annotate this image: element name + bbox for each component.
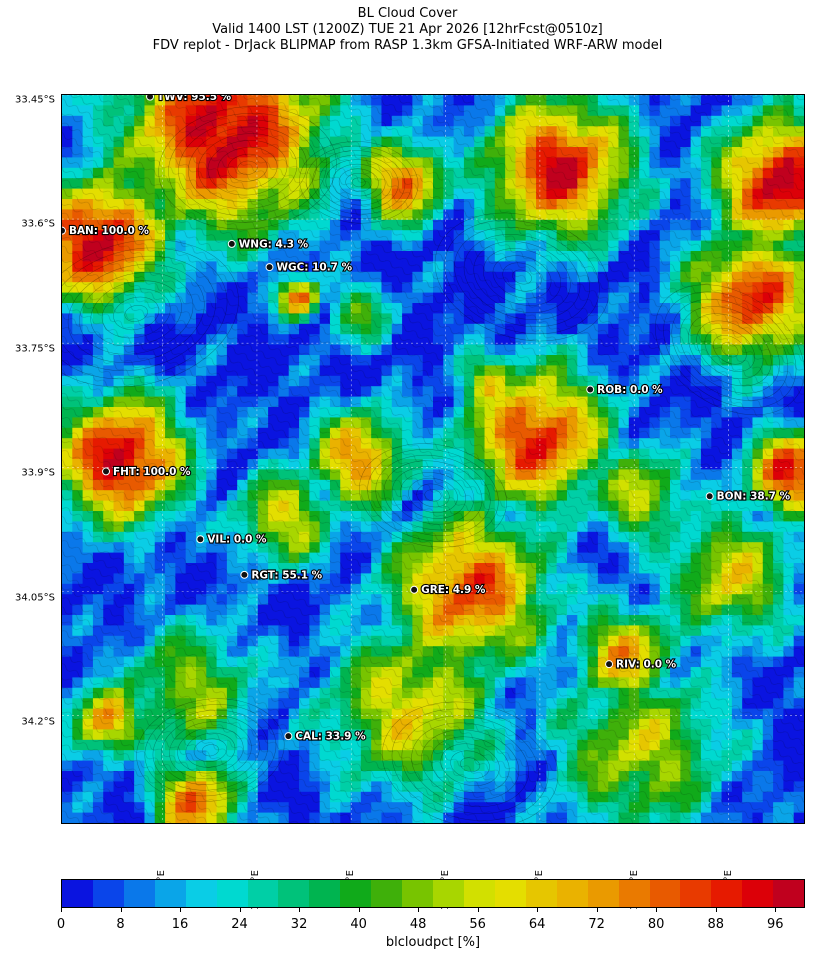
map-panel[interactable]: TWV: 95.5 % BAN: 100.0 % WNG: 4.3 % WGC: 10… — [61, 94, 805, 824]
cloud-cover-map[interactable]: TWV: 95.5 %BAN: 100.0 %WNG: 4.3 %WGC: 10… — [62, 95, 804, 823]
map-title: BL Cloud Cover Valid 1400 LST (1200Z) TU… — [0, 6, 815, 54]
title-line-3: FDV replot - DrJack BLIPMAP from RASP 1.… — [152, 38, 663, 53]
title-line-1: BL Cloud Cover — [357, 6, 458, 21]
title-line-2: Valid 1400 LST (1200Z) TUE 21 Apr 2026 [… — [212, 22, 603, 37]
